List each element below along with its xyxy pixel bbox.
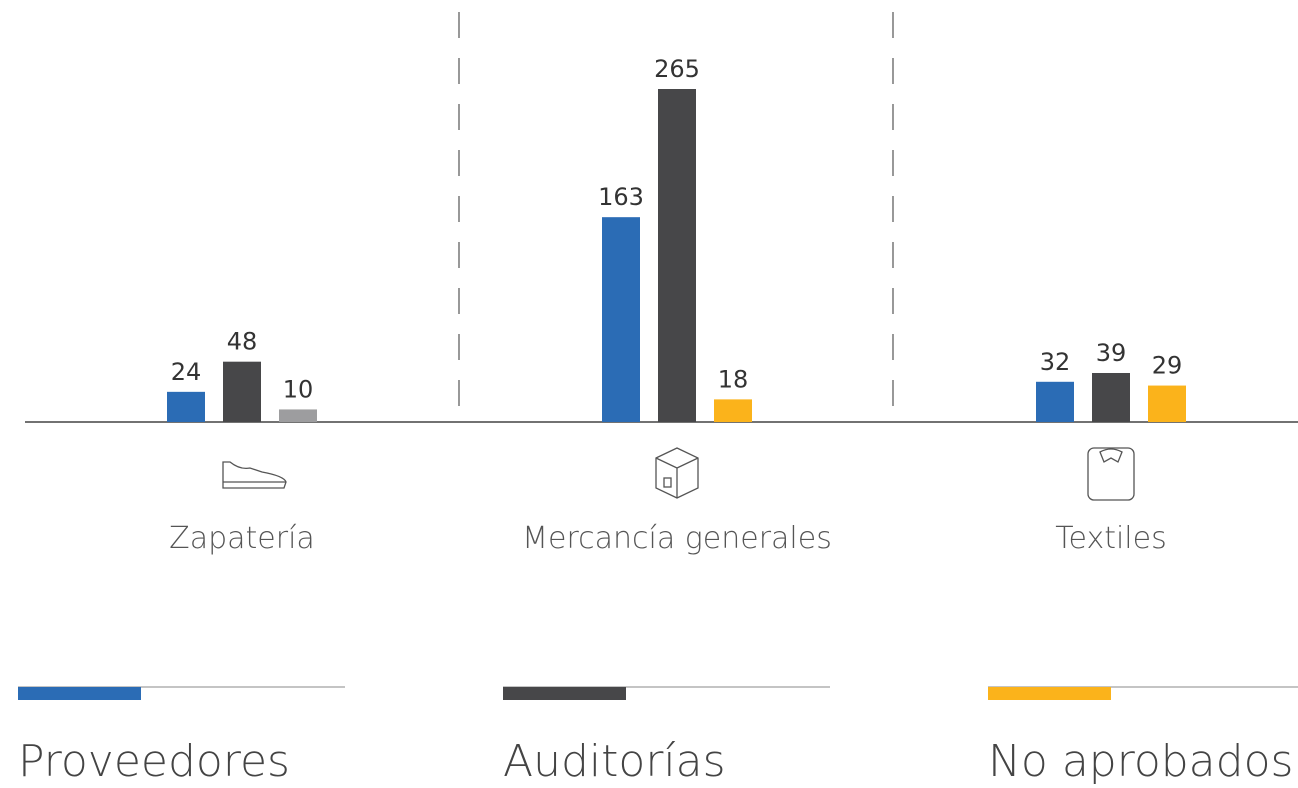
value-label: 48 (227, 328, 258, 356)
value-label: 29 (1152, 352, 1183, 380)
bar (223, 361, 261, 422)
bar (602, 217, 640, 422)
value-label: 24 (171, 358, 202, 386)
bar (1036, 381, 1074, 422)
legend-label: Proveedores (18, 736, 290, 784)
bar (279, 409, 317, 422)
value-label: 39 (1096, 339, 1127, 367)
category-label: Mercancía generales (522, 521, 832, 556)
shirt-icon (1087, 447, 1135, 501)
legend-swatch (988, 687, 1111, 700)
bar (1092, 372, 1130, 422)
legend-label: Auditorías (503, 736, 726, 784)
value-label: 10 (283, 375, 314, 403)
box-icon (655, 447, 699, 499)
value-label: 32 (1040, 348, 1071, 376)
legend-swatch (503, 687, 626, 700)
shoe-icon (222, 461, 287, 489)
legend-swatch (18, 687, 141, 700)
value-label: 163 (598, 183, 644, 211)
value-label: 18 (718, 365, 749, 393)
category-label: Textiles (1055, 521, 1166, 556)
legend-label: No aprobados (988, 736, 1293, 784)
category-label: Zapatería (169, 521, 315, 556)
bar (167, 391, 205, 422)
value-label: 265 (654, 55, 700, 83)
bar (714, 399, 752, 422)
bar (1148, 385, 1186, 422)
bar (658, 89, 696, 422)
